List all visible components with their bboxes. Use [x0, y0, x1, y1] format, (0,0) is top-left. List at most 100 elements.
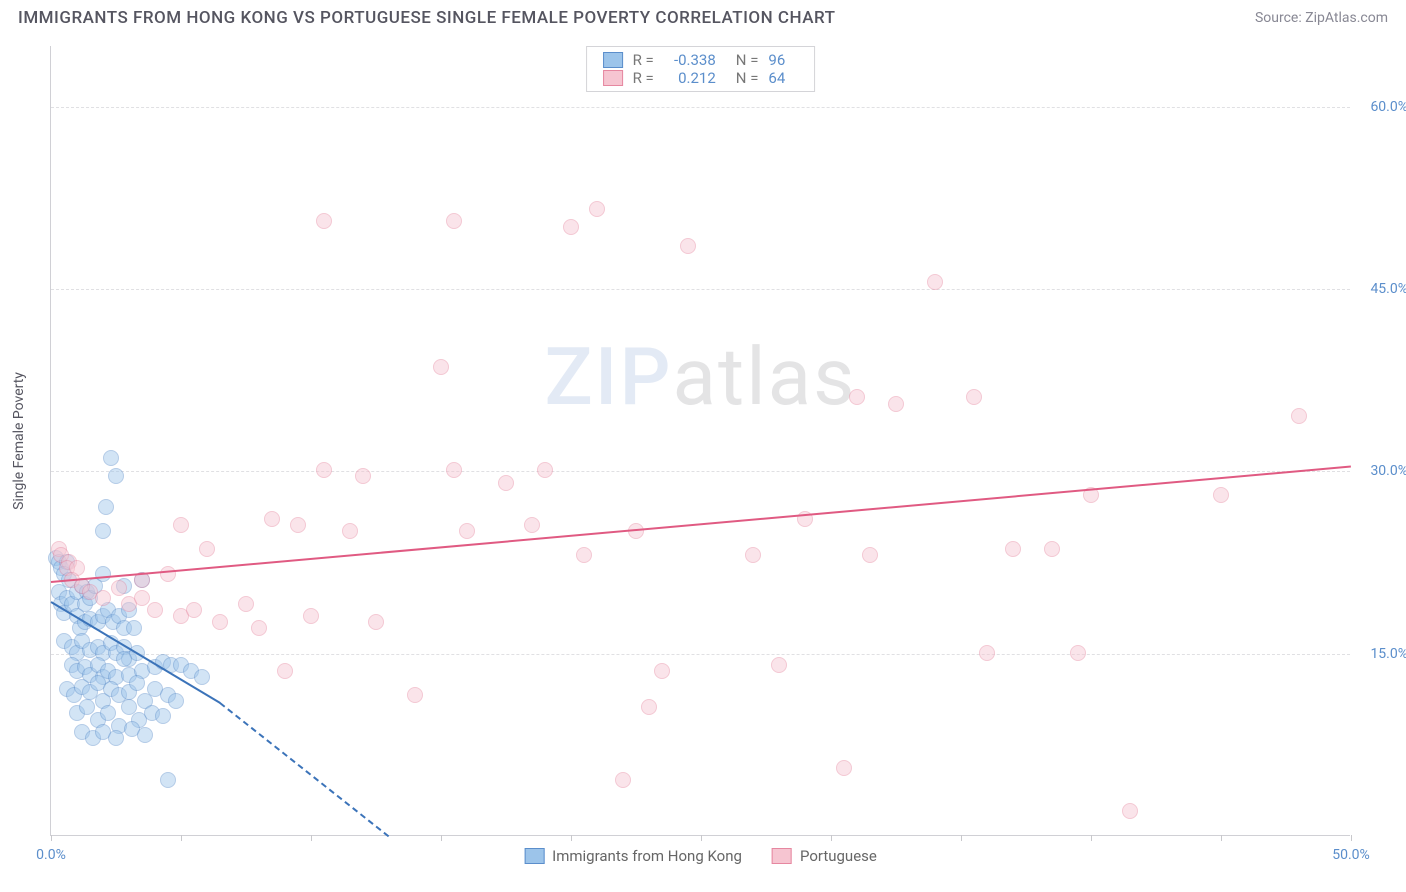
data-point: [103, 450, 119, 466]
legend-row: R =-0.338N =96: [603, 51, 799, 69]
legend-n-label: N =: [736, 51, 759, 69]
legend-row: R = 0.212 N = 64: [603, 69, 799, 87]
x-tick: [571, 835, 572, 841]
x-tick: [701, 835, 702, 841]
data-point: [98, 499, 114, 515]
data-point: [126, 620, 142, 636]
chart-title: IMMIGRANTS FROM HONG KONG VS PORTUGUESE …: [18, 8, 835, 28]
trend-line: [51, 465, 1351, 583]
series-legend-item: Immigrants from Hong Kong: [524, 847, 742, 865]
data-point: [155, 708, 171, 724]
data-point: [771, 657, 787, 673]
series-legend: Immigrants from Hong Kong Portuguese: [524, 847, 877, 865]
data-point: [168, 693, 184, 709]
x-tick: [961, 835, 962, 841]
data-point: [446, 462, 462, 478]
data-point: [745, 547, 761, 563]
legend-swatch: [603, 52, 623, 68]
data-point: [615, 772, 631, 788]
data-point: [446, 213, 462, 229]
data-point: [238, 596, 254, 612]
x-tick: [51, 835, 52, 841]
y-tick-label: 15.0%: [1358, 646, 1406, 662]
watermark-part2: atlas: [673, 330, 857, 424]
series-legend-label: Portuguese: [800, 847, 877, 865]
trend-line: [219, 703, 389, 838]
data-point: [966, 389, 982, 405]
data-point: [1044, 541, 1060, 557]
data-point: [129, 675, 145, 691]
data-point: [316, 462, 332, 478]
data-point: [95, 590, 111, 606]
series-legend-label: Immigrants from Hong Kong: [552, 847, 742, 865]
data-point: [212, 614, 228, 630]
data-point: [849, 389, 865, 405]
data-point: [277, 663, 293, 679]
x-tick: [1221, 835, 1222, 841]
data-point: [1122, 803, 1138, 819]
legend-n-value: 64: [768, 69, 798, 87]
header: IMMIGRANTS FROM HONG KONG VS PORTUGUESE …: [0, 0, 1406, 32]
data-point: [654, 663, 670, 679]
legend-swatch: [772, 848, 792, 864]
x-tick: [181, 835, 182, 841]
x-tick: [1091, 835, 1092, 841]
y-tick-label: 30.0%: [1358, 463, 1406, 479]
gridline: [51, 471, 1350, 472]
data-point: [290, 517, 306, 533]
data-point: [1005, 541, 1021, 557]
data-point: [137, 727, 153, 743]
series-legend-item: Portuguese: [772, 847, 877, 865]
data-point: [576, 547, 592, 563]
data-point: [160, 566, 176, 582]
gridline: [51, 654, 1350, 655]
source-label: Source: ZipAtlas.com: [1255, 10, 1388, 26]
data-point: [342, 523, 358, 539]
data-point: [888, 396, 904, 412]
data-point: [355, 468, 371, 484]
y-tick-label: 45.0%: [1358, 281, 1406, 297]
data-point: [111, 580, 127, 596]
data-point: [979, 645, 995, 661]
data-point: [199, 541, 215, 557]
y-axis-label: Single Female Poverty: [11, 372, 27, 510]
x-tick: [1351, 835, 1352, 841]
legend-r-value: 0.212: [664, 69, 716, 87]
x-tick-label: 0.0%: [36, 847, 66, 863]
correlation-legend: R = -0.338 N = 96R = 0.212 N = 64: [586, 46, 816, 92]
x-tick-label: 50.0%: [1332, 847, 1370, 863]
data-point: [537, 462, 553, 478]
data-point: [147, 602, 163, 618]
data-point: [116, 651, 132, 667]
gridline: [51, 107, 1350, 108]
data-point: [95, 566, 111, 582]
legend-n-label: N =: [736, 69, 759, 87]
data-point: [407, 687, 423, 703]
data-point: [563, 219, 579, 235]
gridline: [51, 289, 1350, 290]
data-point: [589, 201, 605, 217]
legend-r-value: -0.338: [664, 51, 716, 69]
legend-r-label: R =: [633, 69, 654, 87]
data-point: [194, 669, 210, 685]
data-point: [1070, 645, 1086, 661]
data-point: [303, 608, 319, 624]
data-point: [316, 213, 332, 229]
data-point: [836, 760, 852, 776]
data-point: [927, 274, 943, 290]
data-point: [498, 475, 514, 491]
data-point: [134, 590, 150, 606]
data-point: [108, 730, 124, 746]
y-tick-label: 60.0%: [1358, 99, 1406, 115]
legend-swatch: [524, 848, 544, 864]
watermark: ZIPatlas: [545, 330, 857, 424]
data-point: [173, 517, 189, 533]
data-point: [251, 620, 267, 636]
data-point: [186, 602, 202, 618]
data-point: [368, 614, 384, 630]
data-point: [95, 523, 111, 539]
legend-n-value: 96: [768, 51, 798, 69]
data-point: [264, 511, 280, 527]
data-point: [433, 359, 449, 375]
data-point: [160, 772, 176, 788]
